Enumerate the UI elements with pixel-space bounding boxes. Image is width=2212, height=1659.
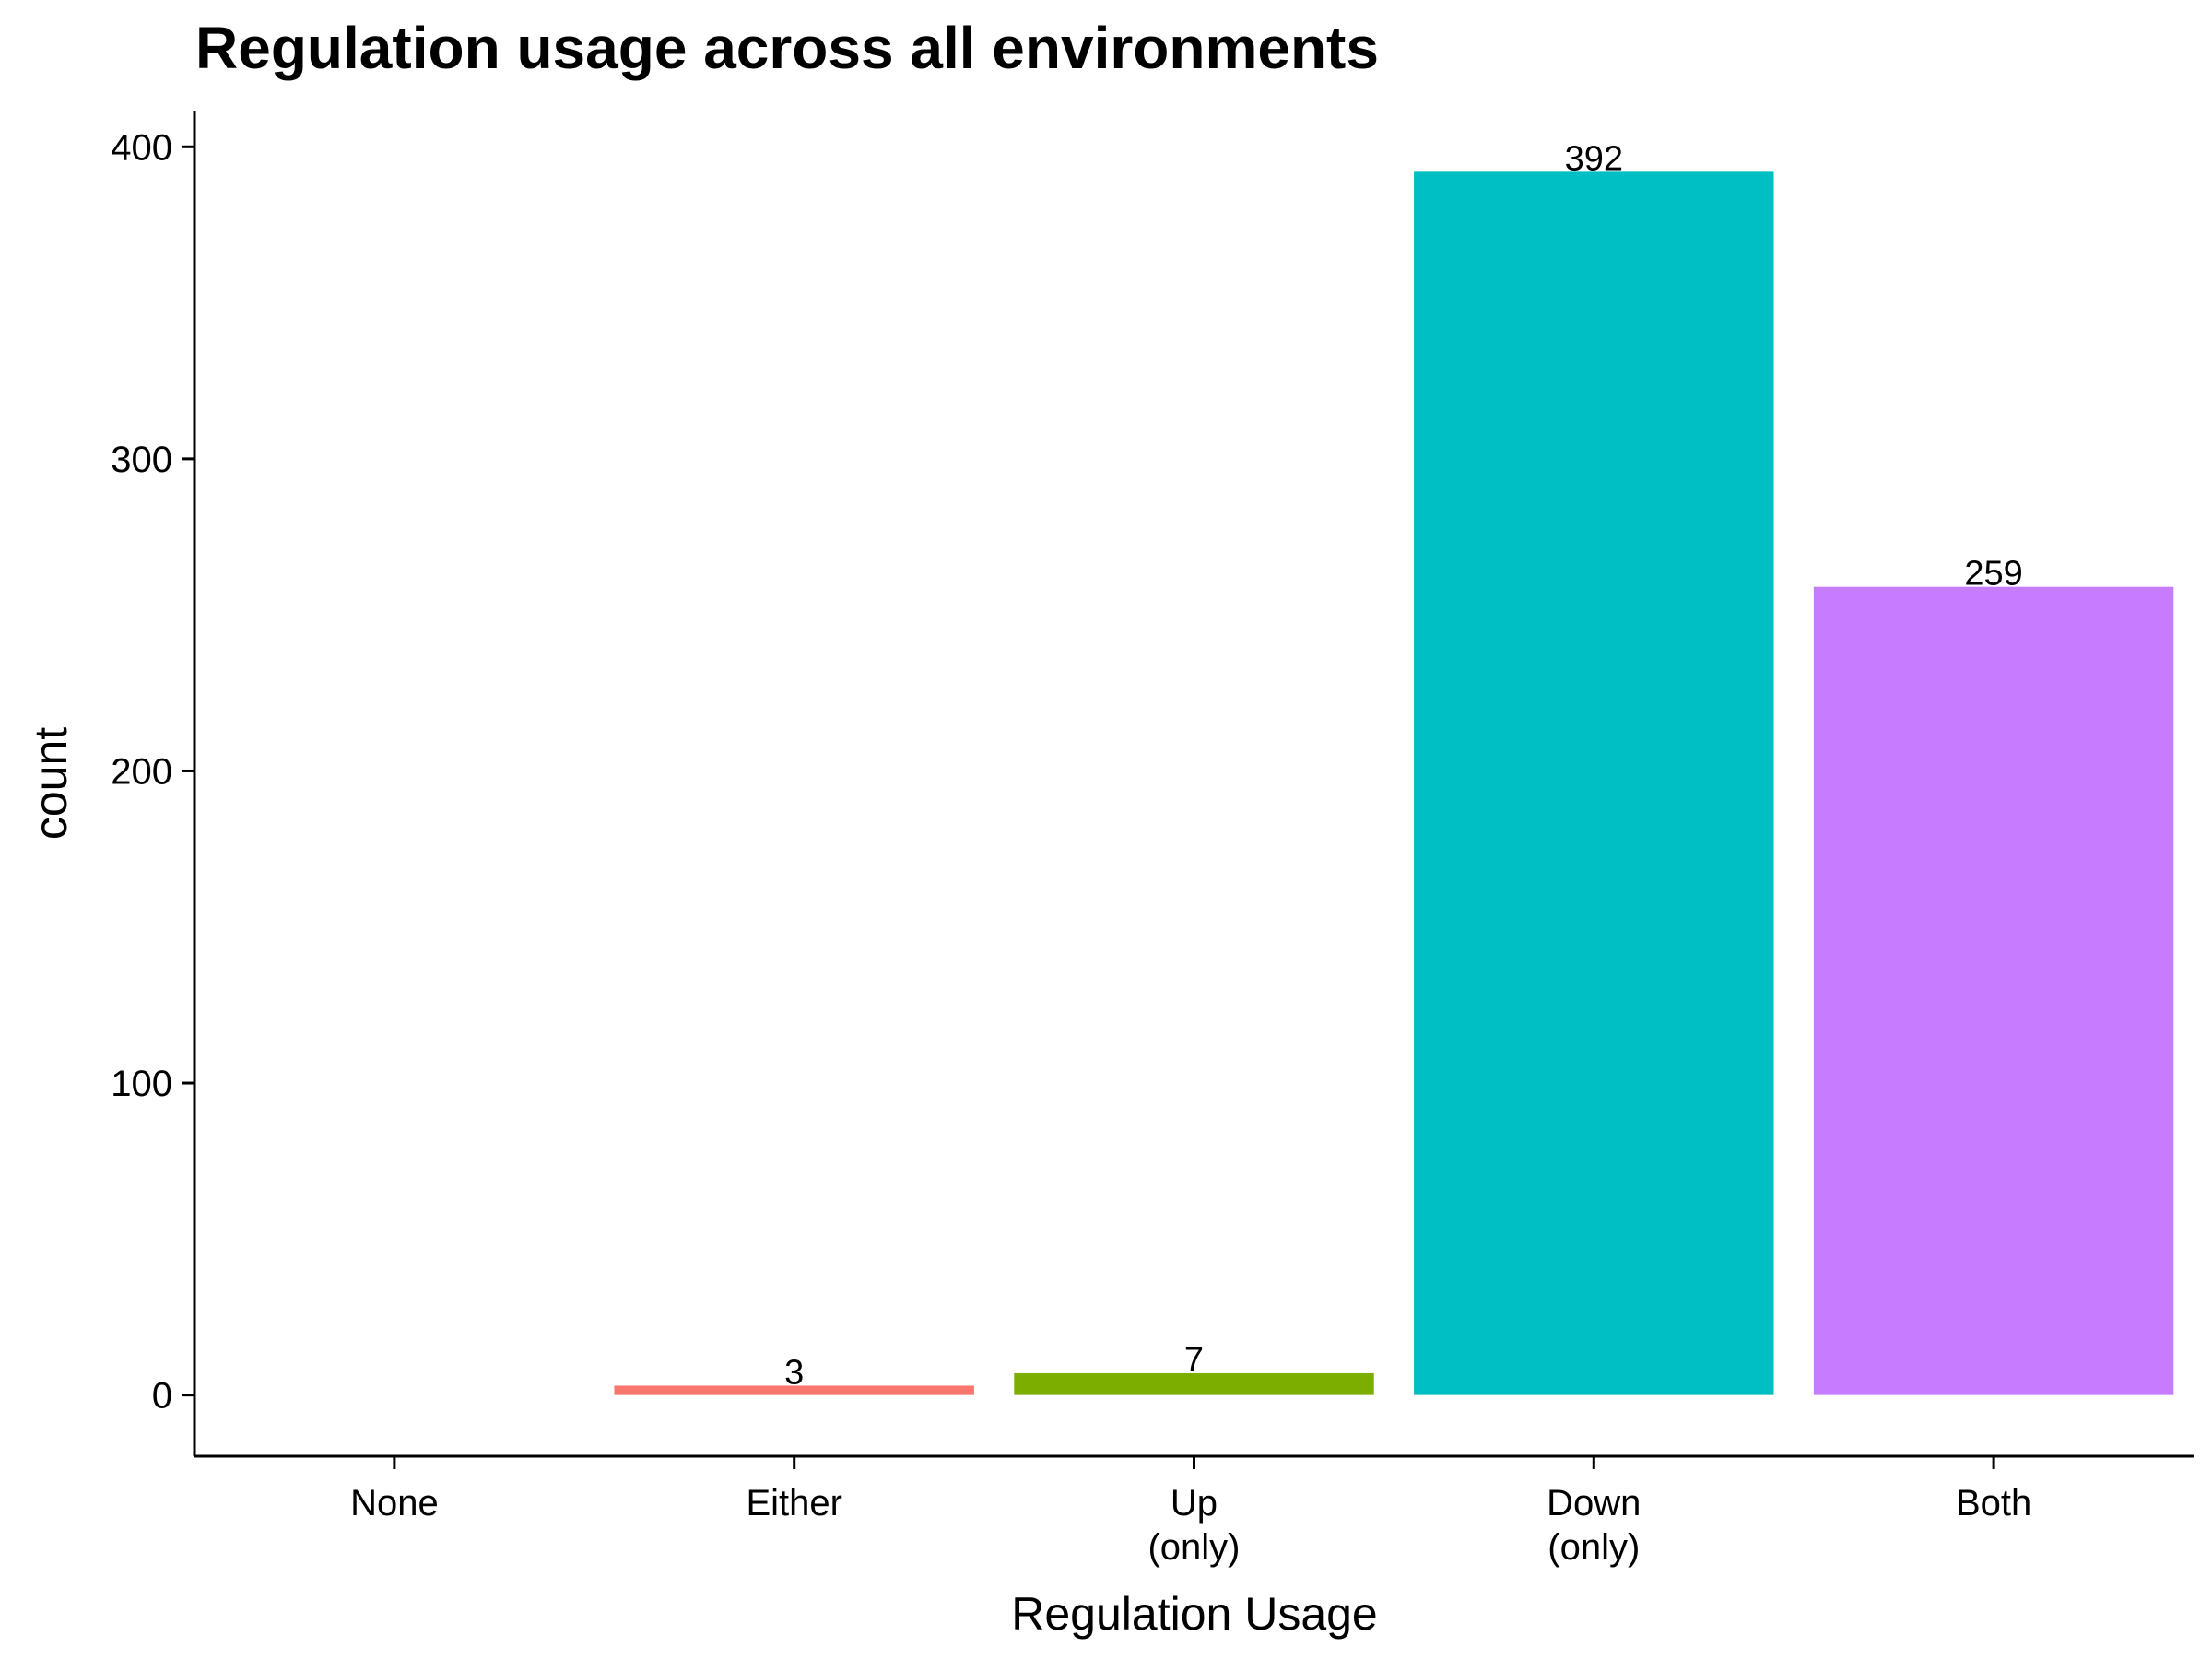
bars xyxy=(614,171,2174,1395)
data-label: 259 xyxy=(1964,555,2022,594)
y-tick-label: 0 xyxy=(152,1376,172,1417)
plot-area: 3 7 392 259 xyxy=(614,139,2174,1395)
y-tick-label: 100 xyxy=(111,1064,172,1104)
y-axis: 0 100 200 300 400 xyxy=(111,127,194,1417)
x-tick-label-line: None xyxy=(350,1483,439,1524)
x-tick-label-line: (only) xyxy=(1547,1527,1640,1568)
y-axis-title: count xyxy=(25,727,76,840)
y-tick-label: 300 xyxy=(111,440,172,480)
y-tick-label: 400 xyxy=(111,127,172,168)
x-tick-label: None xyxy=(350,1483,439,1524)
x-tick-label-line: Either xyxy=(746,1483,842,1524)
x-axis-title: Regulation Usage xyxy=(1011,1588,1378,1640)
x-tick-label: Either xyxy=(746,1483,842,1524)
y-tick-label: 200 xyxy=(111,751,172,792)
data-label: 7 xyxy=(1184,1341,1204,1380)
x-axis: None Either Up (only)Down (only)Both xyxy=(350,1456,2031,1568)
bar xyxy=(1414,171,1774,1395)
x-tick-label-line: Both xyxy=(1956,1483,2031,1524)
data-labels: 3 7 392 259 xyxy=(784,139,2023,1392)
x-tick-label: Up (only) xyxy=(1147,1483,1240,1568)
bar xyxy=(1813,586,2174,1395)
x-tick-label: Both xyxy=(1956,1483,2031,1524)
chart-title: Regulation usage across all environments xyxy=(195,15,1379,81)
bar xyxy=(1014,1372,1374,1395)
x-tick-label-line: (only) xyxy=(1147,1527,1240,1568)
x-tick-label-line: Down xyxy=(1547,1483,1641,1524)
bar xyxy=(614,1385,974,1395)
data-label: 3 xyxy=(784,1353,804,1392)
data-label: 392 xyxy=(1565,139,1623,178)
x-tick-label: Down (only) xyxy=(1547,1483,1641,1568)
x-tick-label-line: Up xyxy=(1171,1483,1218,1524)
